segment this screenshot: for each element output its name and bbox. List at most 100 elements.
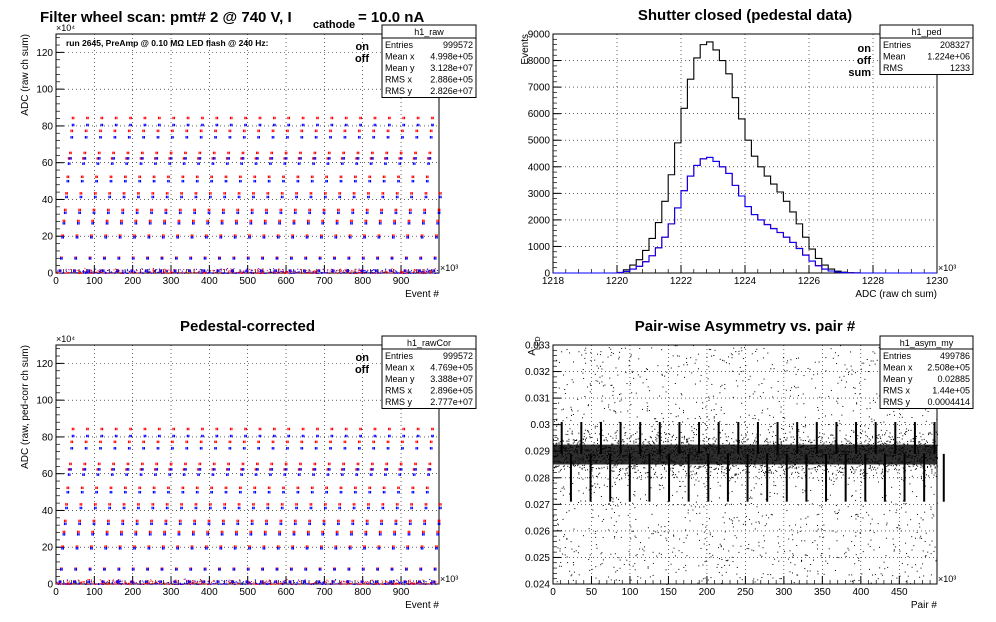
data-point xyxy=(325,583,327,585)
data-point-off xyxy=(269,473,271,476)
data-point-on xyxy=(70,151,72,155)
data-point xyxy=(124,583,126,585)
data-point-off xyxy=(118,568,121,571)
data-point-off xyxy=(189,580,191,583)
data-point-off xyxy=(290,568,292,571)
data-point-on xyxy=(357,440,360,444)
data-point xyxy=(184,272,186,274)
data-point-off xyxy=(349,568,351,571)
data-point xyxy=(283,581,285,583)
data-point-off xyxy=(439,522,441,526)
data-point xyxy=(110,271,112,273)
data-point xyxy=(208,581,210,583)
data-point xyxy=(293,583,295,585)
data-point-off xyxy=(107,222,109,225)
data-point xyxy=(368,583,370,585)
data-point-off xyxy=(237,522,240,526)
data-point xyxy=(283,582,285,584)
data-point-off xyxy=(248,547,250,550)
data-point-on xyxy=(366,219,368,223)
data-point xyxy=(73,272,75,274)
data-point-on xyxy=(206,234,208,237)
data-point-on xyxy=(327,151,330,155)
data-point-on xyxy=(252,208,254,212)
data-point-on xyxy=(165,503,168,506)
data-point-off xyxy=(117,568,119,571)
data-point xyxy=(208,272,210,274)
data-point-off xyxy=(154,162,156,165)
data-point xyxy=(312,583,314,585)
data-point-off xyxy=(288,123,291,127)
data-point xyxy=(170,270,172,272)
data-point-on xyxy=(250,219,253,223)
data-point xyxy=(430,272,432,274)
data-point-off xyxy=(242,136,245,139)
data-point-off xyxy=(113,157,115,160)
data-point xyxy=(160,583,162,585)
data-point-off xyxy=(245,269,247,272)
data-point-off xyxy=(335,547,338,550)
data-point-off xyxy=(287,447,289,450)
data-point-on xyxy=(314,129,317,133)
data-point xyxy=(207,272,209,274)
data-point xyxy=(413,271,415,273)
data-point-off xyxy=(64,222,66,225)
data-point xyxy=(336,270,338,272)
data-point xyxy=(138,580,140,582)
data-point xyxy=(424,272,426,274)
data-point-off xyxy=(399,157,401,160)
data-point xyxy=(280,583,282,585)
data-point xyxy=(99,583,101,585)
data-point-off xyxy=(409,222,411,225)
data-point-on xyxy=(140,151,143,155)
data-point-off xyxy=(298,179,300,183)
data-point-off xyxy=(216,580,219,583)
data-point-off xyxy=(423,522,425,526)
data-point-off xyxy=(398,490,400,494)
data-point xyxy=(155,583,157,585)
data-point-on xyxy=(173,116,176,120)
data-point xyxy=(68,581,70,583)
data-point xyxy=(287,583,289,585)
x-tick-label: 100 xyxy=(86,276,103,287)
data-point xyxy=(406,271,408,273)
data-point-off xyxy=(126,162,129,165)
data-point xyxy=(354,272,356,274)
data-point xyxy=(221,583,223,585)
data-point-off xyxy=(186,123,188,127)
data-point xyxy=(225,272,227,274)
data-point xyxy=(141,580,143,582)
data-point-on xyxy=(138,486,140,490)
data-point xyxy=(365,581,367,583)
data-point-on xyxy=(121,219,123,223)
data-point-off xyxy=(97,157,100,160)
data-point-off xyxy=(205,568,207,571)
data-point-off xyxy=(412,473,415,476)
data-point xyxy=(269,580,271,582)
data-point-on xyxy=(281,208,283,212)
data-point xyxy=(576,439,578,441)
data-point-on xyxy=(139,486,142,490)
data-point-off xyxy=(176,236,178,239)
data-point-on xyxy=(197,157,199,160)
data-point-on xyxy=(407,234,410,237)
data-point-on xyxy=(399,151,401,155)
data-point-off xyxy=(156,468,159,471)
data-point xyxy=(411,583,413,585)
stats-box-frame xyxy=(381,24,477,98)
data-point-off xyxy=(124,195,126,199)
data-point-off xyxy=(90,257,92,260)
data-point-on xyxy=(310,175,313,179)
data-point xyxy=(578,432,580,434)
data-point xyxy=(272,272,274,274)
data-point xyxy=(553,443,554,445)
data-point-on xyxy=(214,129,216,133)
data-point-off xyxy=(352,522,355,526)
plot-frame xyxy=(55,344,440,585)
data-point-on xyxy=(157,116,160,120)
data-point xyxy=(434,272,436,274)
data-point-off xyxy=(260,434,262,438)
data-point xyxy=(417,583,419,585)
data-point xyxy=(572,442,574,444)
data-point-on xyxy=(236,530,238,534)
